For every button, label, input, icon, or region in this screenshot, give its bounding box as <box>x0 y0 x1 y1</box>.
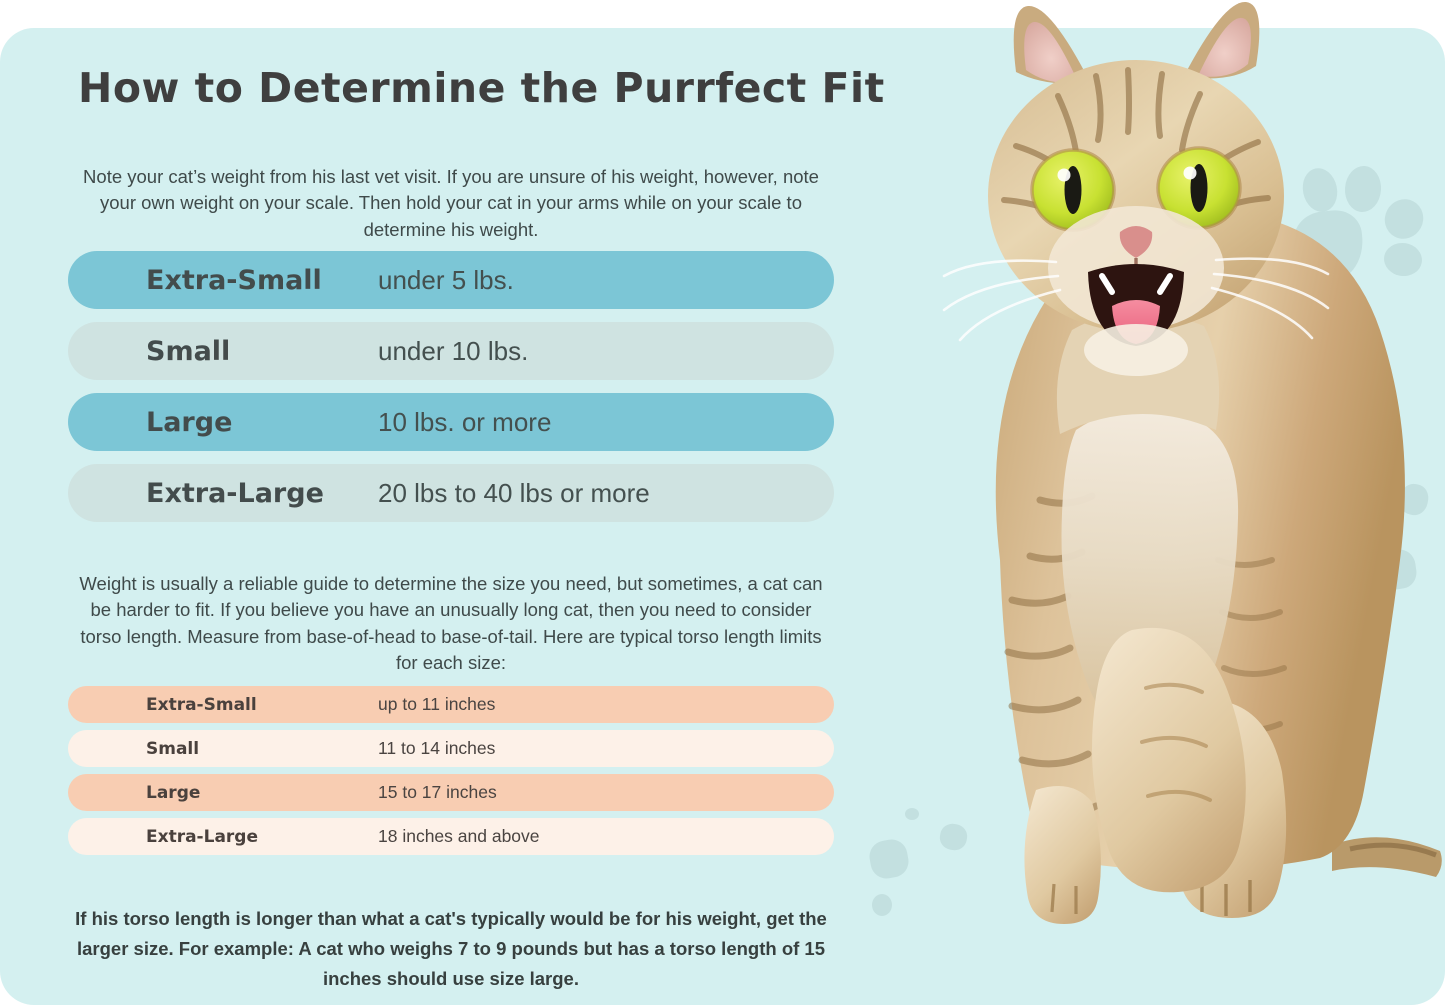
size-value: 10 lbs. or more <box>378 406 552 437</box>
table-row: Extra-Small up to 11 inches <box>68 686 834 723</box>
size-label: Small <box>146 335 231 367</box>
size-value: under 5 lbs. <box>378 264 514 295</box>
size-label: Extra-Small <box>146 694 257 715</box>
size-label: Extra-Large <box>146 477 324 509</box>
torso-paragraph: Weight is usually a reliable guide to de… <box>79 572 823 674</box>
paw-toe <box>905 808 919 820</box>
size-value: 11 to 14 inches <box>378 738 496 758</box>
paw-print-icon <box>1330 478 1445 623</box>
size-label: Small <box>146 738 200 759</box>
size-value: 15 to 17 inches <box>378 782 497 802</box>
table-row: Extra-Small under 5 lbs. <box>68 251 834 309</box>
table-row: Small 11 to 14 inches <box>68 730 834 767</box>
size-label: Extra-Small <box>146 264 322 296</box>
footer-paragraph: If his torso length is longer than what … <box>75 907 827 989</box>
table-row: Extra-Large 18 inches and above <box>68 818 834 855</box>
paw-toe <box>1358 494 1371 510</box>
table-row: Large 10 lbs. or more <box>68 393 834 451</box>
paw-pad <box>1377 547 1419 592</box>
content-column: How to Determine the Purrfect Fit Note y… <box>0 28 900 1005</box>
size-value: up to 11 inches <box>378 694 496 714</box>
paw-toe <box>1397 481 1431 518</box>
infographic-card: How to Determine the Purrfect Fit Note y… <box>0 28 1445 1005</box>
paw-pad <box>1291 207 1367 285</box>
paw-toe <box>1343 164 1383 214</box>
torso-length-table: Extra-Small up to 11 inches Small 11 to … <box>68 686 834 862</box>
paw-toe <box>937 821 970 853</box>
size-value: under 10 lbs. <box>378 335 529 366</box>
size-label: Extra-Large <box>146 826 259 847</box>
intro-paragraph: Note your cat’s weight from his last vet… <box>83 165 819 240</box>
paw-toe <box>1298 164 1342 216</box>
paw-toe <box>1377 192 1431 246</box>
weight-size-table: Extra-Small under 5 lbs. Small under 10 … <box>68 251 834 535</box>
size-label: Large <box>146 782 201 803</box>
paw-toe <box>1381 240 1425 279</box>
size-label: Large <box>146 406 233 438</box>
paw-print-icon <box>1285 164 1445 316</box>
table-row: Small under 10 lbs. <box>68 322 834 380</box>
size-value: 18 inches and above <box>378 826 540 846</box>
table-row: Large 15 to 17 inches <box>68 774 834 811</box>
table-row: Extra-Large 20 lbs to 40 lbs or more <box>68 464 834 522</box>
page-title: How to Determine the Purrfect Fit <box>78 64 885 112</box>
size-value: 20 lbs to 40 lbs or more <box>378 477 650 508</box>
